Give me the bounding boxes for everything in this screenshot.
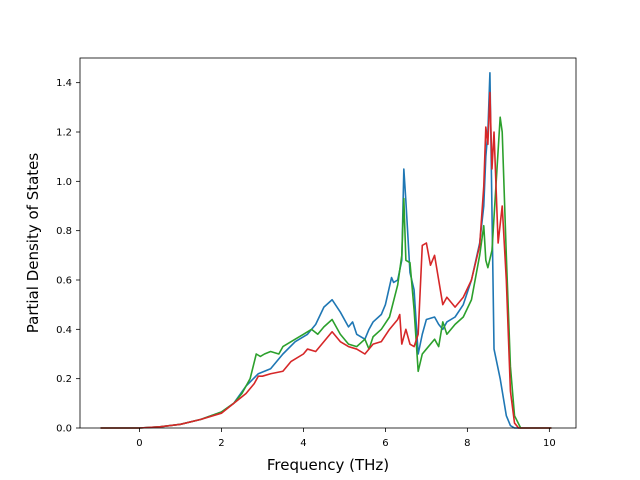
y-axis-label: Partial Density of States [24, 153, 42, 334]
x-tick-label: 10 [543, 438, 556, 449]
plot-background [80, 58, 576, 428]
series-layer [100, 72, 552, 429]
plot-frame [79, 57, 577, 429]
y-axis-ticks: 0.0 0.2 0.4 0.6 0.8 1.0 1.2 1.4 [56, 78, 80, 435]
y-tick-label: 0.2 [56, 374, 72, 385]
x-tick-label: 0 [136, 438, 142, 449]
y-tick-label: 0.8 [56, 226, 72, 237]
y-tick-label: 1.2 [56, 128, 72, 139]
x-tick-label: 8 [464, 438, 470, 449]
x-axis-label: Frequency (THz) [267, 456, 389, 474]
y-tick-label: 0.0 [56, 424, 72, 435]
x-tick-label: 2 [218, 438, 224, 449]
series-line-2 [100, 116, 552, 429]
y-tick-label: 0.6 [56, 276, 72, 287]
x-axis-ticks: 0 2 4 6 8 10 [136, 428, 556, 449]
y-tick-label: 1.4 [56, 78, 72, 89]
y-tick-label: 0.4 [56, 325, 72, 336]
series-line-3 [100, 91, 552, 429]
x-tick-label: 6 [382, 438, 388, 449]
x-tick-label: 4 [300, 438, 306, 449]
y-tick-label: 1.0 [56, 177, 72, 188]
